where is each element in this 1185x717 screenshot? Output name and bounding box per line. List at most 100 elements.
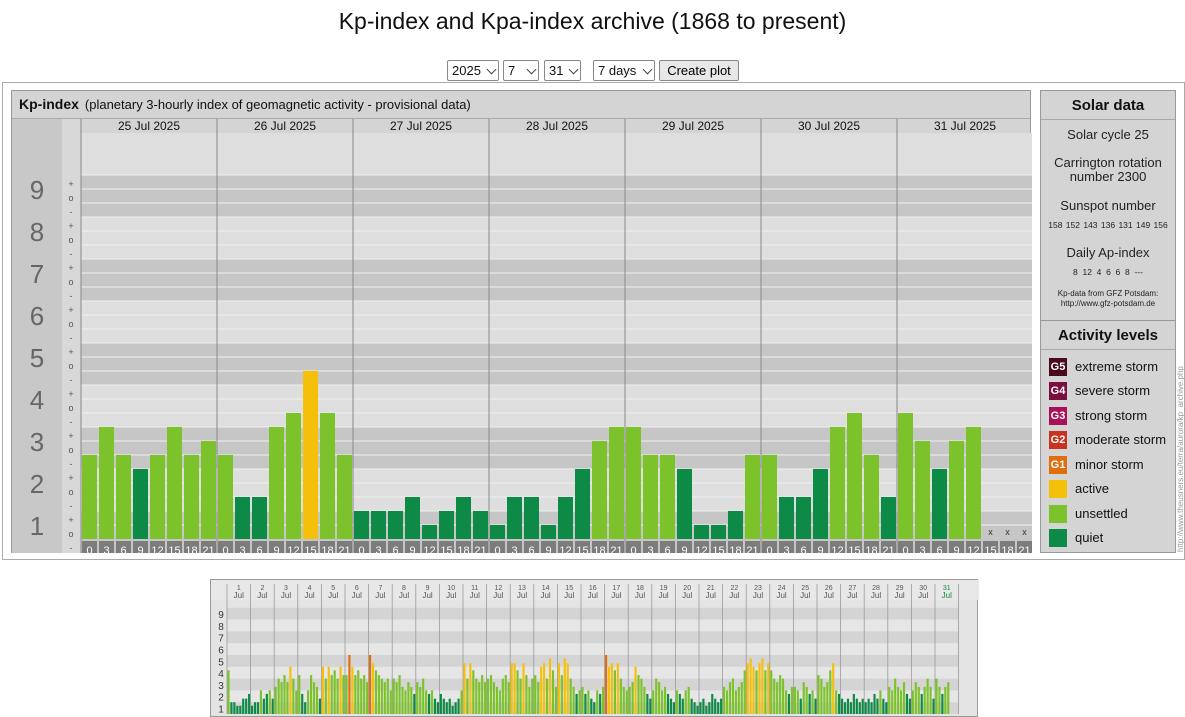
month-kp-bar bbox=[463, 663, 466, 714]
swatch-g2: G2 bbox=[1049, 431, 1067, 449]
y-subtick-label: o bbox=[68, 529, 73, 539]
kp-bar bbox=[830, 426, 845, 539]
month-kp-bar bbox=[369, 655, 372, 714]
month-day-label: 18 bbox=[636, 585, 644, 592]
month-day-label: 29 bbox=[896, 585, 904, 592]
month-kp-bar bbox=[902, 682, 906, 714]
interval-cell bbox=[609, 541, 624, 553]
month-kp-bar bbox=[540, 666, 543, 714]
kp-bar bbox=[82, 455, 97, 539]
interval-cell bbox=[745, 541, 760, 553]
month-kp-bar bbox=[867, 698, 870, 714]
kp-bar bbox=[779, 497, 794, 539]
month-kp-bar bbox=[366, 682, 369, 714]
y-subtick-label: - bbox=[70, 207, 73, 217]
interval-cell bbox=[388, 541, 403, 553]
month-kp-bar bbox=[843, 702, 847, 714]
month-kp-bar bbox=[531, 678, 534, 714]
interval-cell bbox=[235, 541, 250, 553]
interval-cell bbox=[558, 541, 573, 553]
month-kp-bar bbox=[696, 705, 699, 714]
month-label: Jul bbox=[847, 591, 857, 600]
activity-panel-title: Activity levels bbox=[1041, 321, 1175, 350]
interval-cell bbox=[626, 541, 641, 553]
create-plot-button[interactable]: Create plot bbox=[659, 60, 739, 81]
y-tick-label: 2 bbox=[30, 469, 44, 499]
month-kp-bar bbox=[374, 670, 378, 714]
month-kp-bar bbox=[876, 698, 879, 714]
interval-start: 0 bbox=[222, 545, 228, 553]
kp-bar bbox=[660, 455, 675, 539]
month-kp-bar bbox=[675, 690, 678, 714]
month-kp-bar bbox=[885, 702, 888, 714]
month-kp-bar bbox=[239, 705, 242, 714]
month-kp-bar bbox=[737, 686, 740, 714]
month-kp-bar bbox=[770, 670, 773, 714]
month-kp-bar bbox=[389, 690, 392, 714]
interval-start: 9 bbox=[137, 545, 143, 553]
month-kp-bar bbox=[572, 686, 575, 714]
missing-marker: x bbox=[1005, 527, 1010, 537]
month-select[interactable]: 7 bbox=[503, 60, 539, 81]
month-kp-bar bbox=[731, 678, 734, 714]
month-kp-bar bbox=[752, 666, 755, 714]
month-kp-bar bbox=[460, 690, 463, 714]
month-kp-bar bbox=[268, 690, 271, 714]
interval-cell bbox=[796, 541, 811, 553]
kp-bar bbox=[490, 525, 505, 539]
interval-cell bbox=[524, 541, 539, 553]
interval-cell bbox=[320, 541, 335, 553]
month-day-label: 28 bbox=[872, 585, 880, 592]
month-day-label: 27 bbox=[849, 585, 857, 592]
day-select[interactable]: 31 bbox=[544, 60, 581, 81]
kp-bar bbox=[881, 497, 896, 539]
kp-bar bbox=[626, 426, 641, 539]
range-value: 7 days bbox=[598, 63, 637, 78]
y-subtick-label: - bbox=[70, 249, 73, 259]
kp-bar bbox=[575, 468, 590, 539]
month-kp-bar bbox=[625, 690, 628, 714]
month-kp-bar bbox=[941, 693, 944, 714]
month-kp-bar bbox=[782, 678, 785, 714]
y-tick-label: 7 bbox=[30, 259, 44, 289]
month-kp-bar bbox=[790, 686, 793, 714]
y-subtick-label: o bbox=[68, 361, 73, 371]
y-subtick-label: + bbox=[68, 263, 73, 273]
month-day-label: 17 bbox=[613, 585, 621, 592]
month-kp-bar bbox=[787, 693, 791, 714]
month-kp-bar bbox=[935, 678, 938, 714]
y-subtick-label: - bbox=[70, 291, 73, 301]
month-kp-bar bbox=[495, 686, 498, 714]
interval-cell bbox=[592, 541, 607, 553]
interval-cell bbox=[99, 541, 114, 553]
interval-cell bbox=[507, 541, 522, 553]
month-kp-bar bbox=[522, 663, 525, 714]
month-kp-bar bbox=[380, 678, 383, 714]
month-kp-bar bbox=[861, 698, 864, 714]
data-source-line-2[interactable]: http://www.gfz-potsdam.de bbox=[1060, 299, 1156, 308]
month-background-band bbox=[227, 678, 959, 691]
month-label: Jul bbox=[682, 591, 692, 600]
year-select[interactable]: 2025 bbox=[447, 60, 499, 81]
month-kp-bar bbox=[619, 678, 622, 714]
month-kp-bar bbox=[613, 670, 616, 714]
interval-cell bbox=[252, 541, 267, 553]
month-kp-bar bbox=[422, 678, 425, 714]
month-label: Jul bbox=[658, 591, 668, 600]
y-subtick-label: + bbox=[68, 473, 73, 483]
range-select[interactable]: 7 days bbox=[593, 60, 655, 81]
kp-chart: 0123456789-o+-o+-o+-o+-o+-o+-o+-o+-o+25 … bbox=[12, 119, 1032, 553]
month-label: Jul bbox=[942, 591, 952, 600]
interval-start: 6 bbox=[120, 545, 126, 553]
month-kp-bar bbox=[773, 678, 776, 714]
month-kp-bar bbox=[578, 690, 581, 714]
month-kp-bar bbox=[811, 690, 814, 714]
legend-label-unsettled: unsettled bbox=[1075, 506, 1128, 521]
month-day-label: 26 bbox=[825, 585, 833, 592]
month-kp-bar bbox=[386, 678, 389, 714]
month-kp-bar bbox=[428, 693, 431, 714]
y-subtick-label: - bbox=[70, 375, 73, 385]
month-kp-bar bbox=[528, 686, 531, 714]
kp-bar bbox=[167, 426, 182, 539]
month-kp-bar bbox=[315, 686, 319, 714]
